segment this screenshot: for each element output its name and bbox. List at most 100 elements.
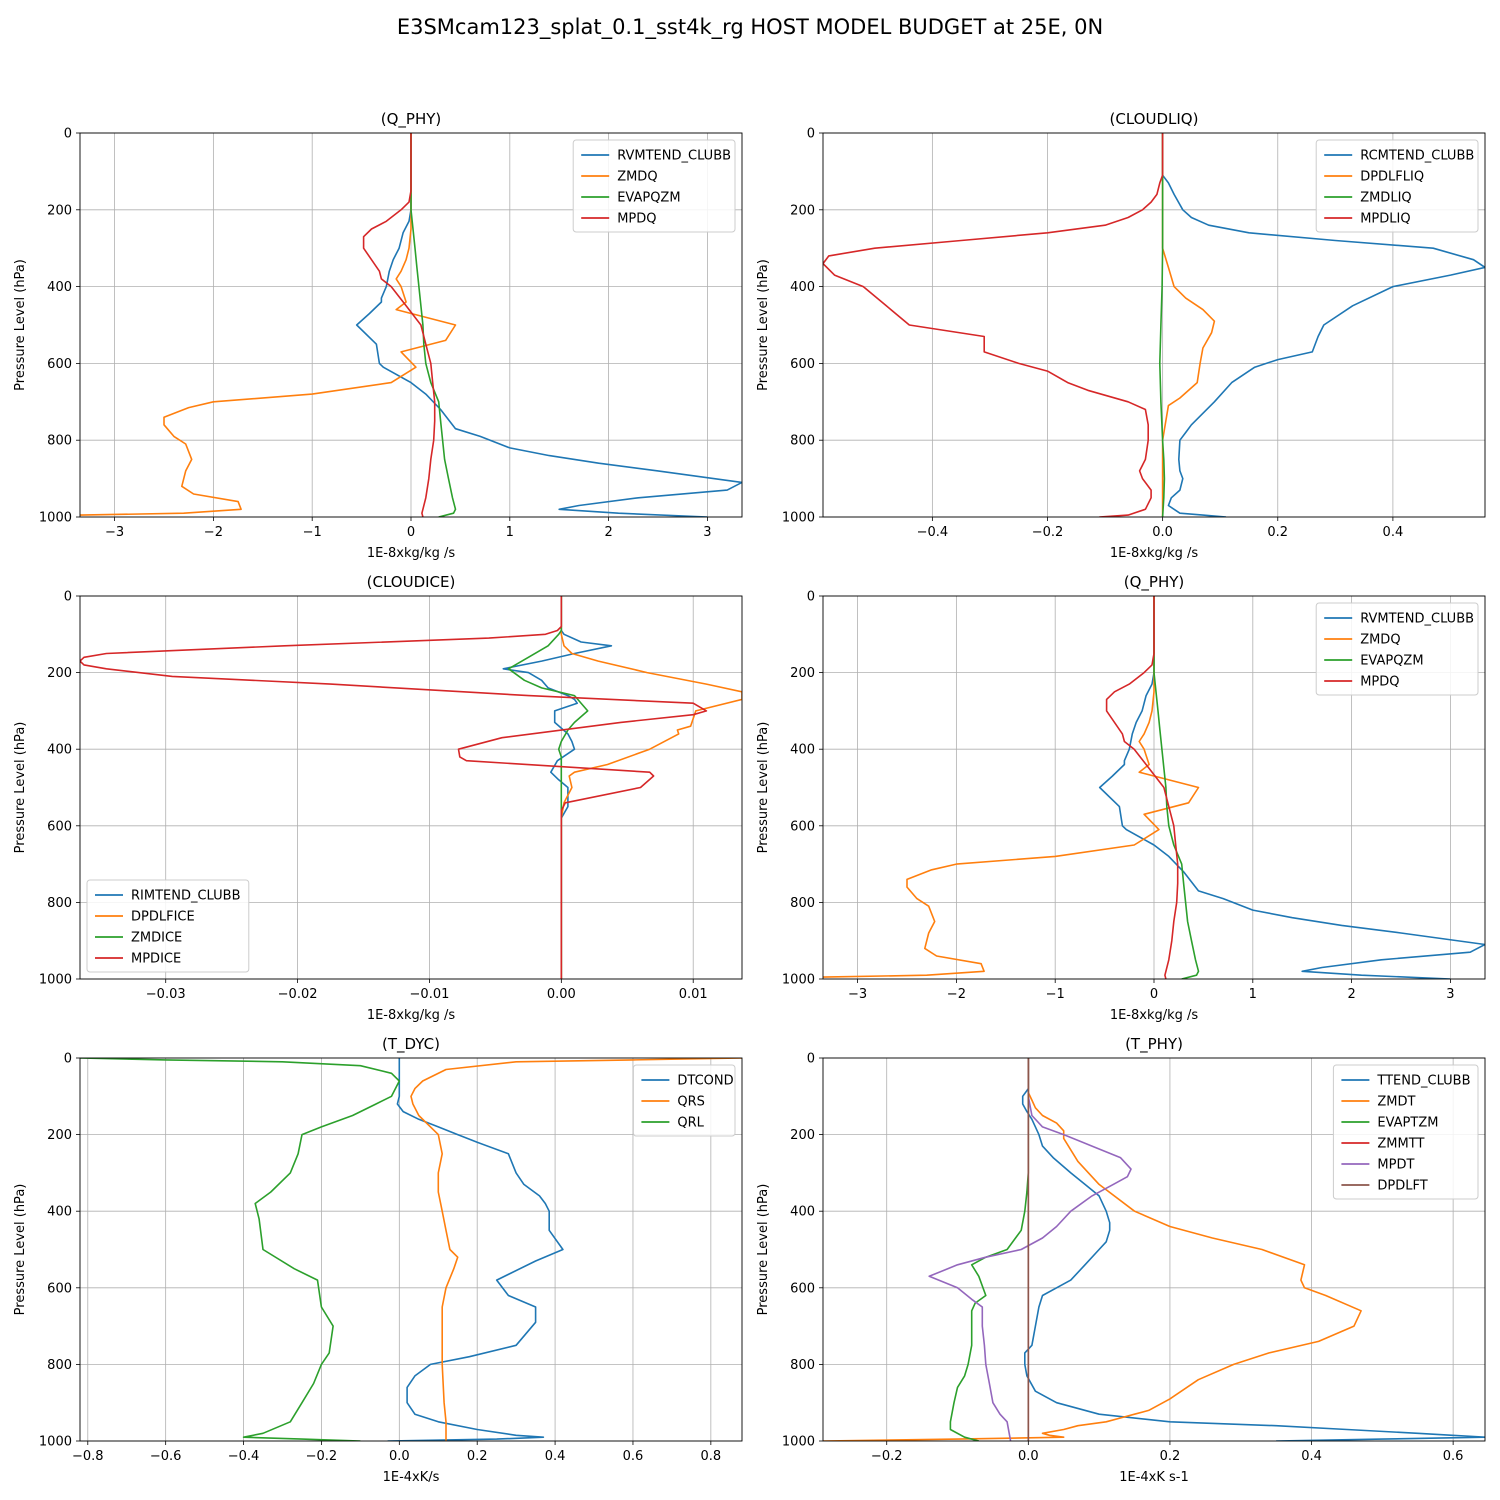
axes-frame <box>79 1057 743 1442</box>
x-tick-label: −0.2 <box>871 1449 903 1464</box>
x-tick-label: 0.01 <box>679 987 708 1002</box>
x-tick-label: 0 <box>407 525 415 540</box>
series-line-zmdq <box>823 596 1200 978</box>
legend-entry: ZMMTT <box>1377 1137 1424 1152</box>
y-tick-label: 400 <box>790 1205 815 1220</box>
panel-title: (T_DYC) <box>382 1035 440 1054</box>
legend-box <box>86 879 250 973</box>
x-tick-label: 0.2 <box>1267 525 1288 540</box>
x-tick-label: 3 <box>703 525 711 540</box>
legend-entry: ZMDT <box>1377 1095 1415 1110</box>
series-line-evaptzm <box>949 1058 1030 1441</box>
panel-6: −0.2 0.0 0.2 0.4 0.6 0 200 400 600 800 1000 (T_PHY)… <box>756 1035 1486 1485</box>
x-tick-label: 1 <box>1249 987 1257 1002</box>
y-axis-label: Pressure Level (hPa) <box>756 1184 771 1316</box>
axes-frame <box>79 595 743 980</box>
series-line-rcmtend-clubb <box>1161 133 1485 517</box>
x-axis-label: 1E-8xkg/kg /s <box>367 1008 456 1023</box>
legend-entry: MPDLIQ <box>1360 212 1410 227</box>
x-tick-label: −2 <box>947 987 966 1002</box>
y-tick-label: 1000 <box>782 1435 815 1450</box>
legend-entry: MPDT <box>1377 1158 1414 1173</box>
x-tick-label: 3 <box>1446 987 1454 1002</box>
y-tick-label: 600 <box>47 357 72 372</box>
x-tick-label: −1 <box>1046 987 1065 1002</box>
x-axis-label: 1E-8xkg/kg /s <box>1110 546 1199 561</box>
series-line-dpdlfliq <box>1161 133 1216 517</box>
x-tick-label: 0.2 <box>1160 1449 1181 1464</box>
axes-frame <box>822 132 1486 518</box>
y-axis-label: Pressure Level (hPa) <box>13 722 28 854</box>
legend-entry: MPDQ <box>617 212 656 227</box>
y-tick-label: 0 <box>807 127 815 142</box>
legend-entry: RCMTEND_CLUBB <box>1360 149 1474 164</box>
x-tick-label: −3 <box>105 525 124 540</box>
x-tick-label: 0.00 <box>547 987 576 1002</box>
y-axis-label: Pressure Level (hPa) <box>756 722 771 854</box>
series-line-mpdq <box>362 133 436 517</box>
legend: RVMTEND_CLUBB ZMDQ EVAPQZM MPDQ <box>1315 602 1479 696</box>
legend-entry: EVAPTZM <box>1377 1116 1438 1131</box>
x-tick-label: −0.4 <box>228 1449 260 1464</box>
panel-3: −0.03 −0.02 −0.01 0.00 0.01 0 200 400 600 800 1000… <box>13 573 743 1023</box>
panel-2: −0.4 −0.2 0.0 0.2 0.4 0 200 400 600 800 1000 (CLOUD… <box>756 110 1486 561</box>
x-tick-label: 0.6 <box>623 1449 644 1464</box>
y-tick-label: 400 <box>790 743 815 758</box>
x-tick-label: −0.2 <box>306 1449 338 1464</box>
y-axis-label: Pressure Level (hPa) <box>756 259 771 391</box>
legend-entry: QRS <box>677 1095 705 1110</box>
legend-entry: DPDLFT <box>1377 1179 1427 1194</box>
legend-entry: ZMDQ <box>1360 633 1400 648</box>
x-tick-label: 0.6 <box>1443 1449 1464 1464</box>
x-tick-label: 0.8 <box>701 1449 722 1464</box>
y-tick-label: 800 <box>47 1358 72 1373</box>
panel-title: (Q_PHY) <box>1124 573 1185 592</box>
series-line-rimtend-clubb <box>502 596 613 979</box>
legend-entry: RIMTEND_CLUBB <box>131 889 241 904</box>
x-tick-label: −2 <box>204 525 223 540</box>
legend-entry: MPDICE <box>131 952 181 967</box>
x-tick-label: −0.8 <box>72 1449 104 1464</box>
x-tick-label: −0.2 <box>1032 525 1064 540</box>
y-axis-label: Pressure Level (hPa) <box>13 259 28 391</box>
y-tick-label: 0 <box>807 1052 815 1067</box>
axes-frame <box>822 595 1486 980</box>
y-tick-label: 200 <box>790 203 815 218</box>
y-tick-label: 1000 <box>782 511 815 526</box>
series-line-mpdliq <box>823 133 1164 517</box>
legend-entry: TTEND_CLUBB <box>1376 1074 1470 1089</box>
series-line-zmdice <box>507 596 589 979</box>
series-line-rvmtend-clubb <box>1098 596 1485 979</box>
series-line-mpdq <box>1105 596 1179 979</box>
y-tick-label: 1000 <box>39 973 72 988</box>
x-tick-label: −1 <box>303 525 322 540</box>
series-line-evapqzm <box>1153 596 1200 979</box>
x-tick-label: −3 <box>848 987 867 1002</box>
y-tick-label: 800 <box>47 434 72 449</box>
y-tick-label: 800 <box>790 896 815 911</box>
x-axis-label: 1E-4xK s-1 <box>1119 1470 1189 1485</box>
x-tick-label: −0.03 <box>146 987 186 1002</box>
y-tick-label: 200 <box>47 203 72 218</box>
legend-box <box>572 139 736 233</box>
axes-frame <box>79 132 743 518</box>
legend-entry: RVMTEND_CLUBB <box>1360 612 1474 627</box>
series-line-dpdlfice <box>560 596 742 979</box>
legend-box <box>1332 1064 1479 1200</box>
panel-title: (CLOUDLIQ) <box>1110 110 1199 128</box>
legend-box <box>1315 602 1479 696</box>
panel-5: −0.8 −0.6 −0.4 −0.2 0.0 0.2 0.4 0.6 0.8 0 200 400 60… <box>13 1035 743 1485</box>
y-tick-label: 1000 <box>782 973 815 988</box>
x-axis-label: 1E-8xkg/kg /s <box>367 546 456 561</box>
series-line-dtcond <box>387 1058 564 1441</box>
series-line-evapqzm <box>410 133 457 517</box>
x-tick-label: 2 <box>604 525 612 540</box>
series-line-zmdq <box>80 133 457 516</box>
y-tick-label: 600 <box>47 1281 72 1296</box>
x-tick-label: 0.2 <box>467 1449 488 1464</box>
legend-entry: ZMDLIQ <box>1360 191 1411 206</box>
y-tick-label: 800 <box>47 896 72 911</box>
legend: RCMTEND_CLUBB DPDLFLIQ ZMDLIQ MPDLIQ <box>1315 139 1479 233</box>
x-tick-label: 0.4 <box>1301 1449 1322 1464</box>
